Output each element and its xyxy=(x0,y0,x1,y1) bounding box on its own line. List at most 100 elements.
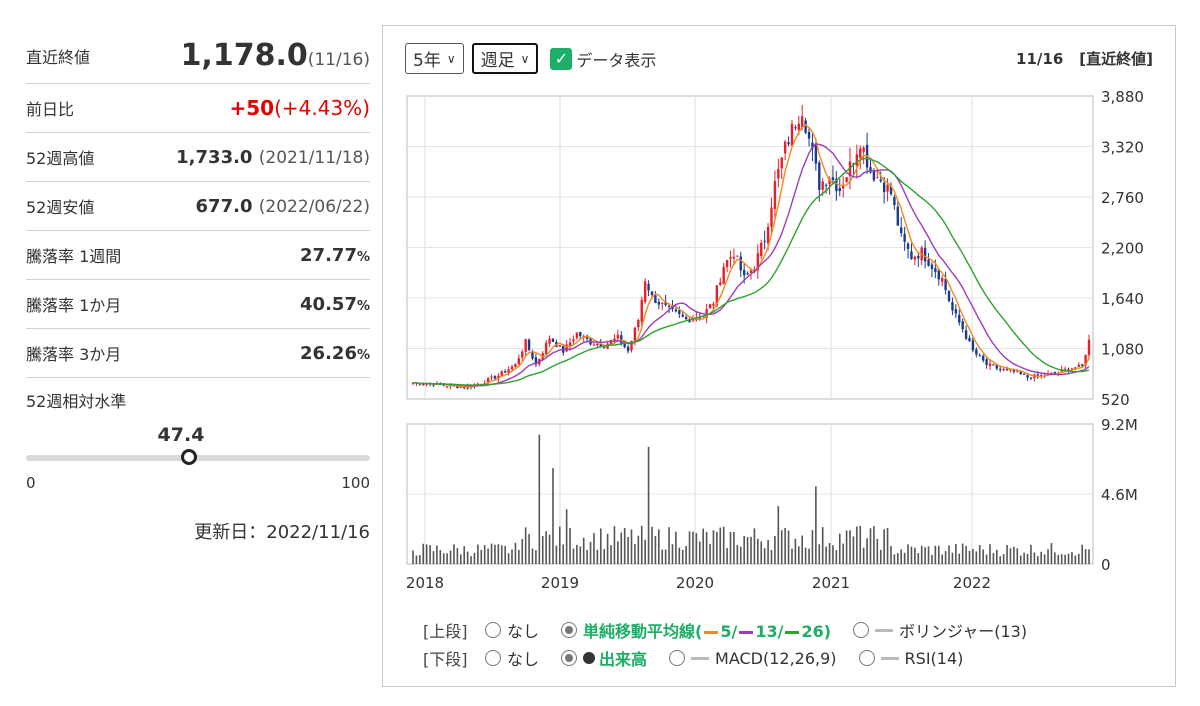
x-tick-label: 2022 xyxy=(953,574,991,592)
volume-bar xyxy=(852,536,855,564)
volume-bar xyxy=(593,533,595,564)
volume-bar xyxy=(470,556,472,564)
candle-body xyxy=(852,163,855,165)
volume-bar xyxy=(873,526,875,564)
volume-bar xyxy=(569,527,571,564)
interval-select[interactable]: 週足 ∨ xyxy=(471,43,539,74)
sma-label: 単純移動平均線( xyxy=(583,622,703,641)
candle-body xyxy=(493,376,497,379)
candle-body xyxy=(958,314,961,323)
candle-body xyxy=(739,256,742,271)
candle-body xyxy=(811,142,814,149)
high52-row: 52週高値 1,733.0 (2021/11/18) xyxy=(26,133,370,182)
volume-bar xyxy=(985,554,988,564)
volume-bar xyxy=(685,546,687,564)
volume-label: 出来高 xyxy=(599,650,648,669)
candle-body xyxy=(971,340,975,351)
volume-bar xyxy=(1067,553,1070,564)
candle-body xyxy=(978,355,981,357)
volume-bar xyxy=(535,550,537,564)
volume-bar xyxy=(1054,552,1056,564)
candle-body xyxy=(937,269,940,280)
candle-body xyxy=(1019,371,1022,375)
candle-body xyxy=(674,309,678,312)
candle-body xyxy=(729,257,732,259)
volume-bar xyxy=(978,545,981,564)
volume-bar xyxy=(903,552,906,564)
volume-bar xyxy=(736,544,739,564)
volume-bar xyxy=(480,549,483,564)
volume-bar xyxy=(446,553,448,564)
candle-body xyxy=(913,256,917,260)
upper-none-option[interactable]: なし xyxy=(485,618,539,642)
volume-bar xyxy=(1060,554,1063,564)
candle-body xyxy=(551,338,555,343)
volume-tick-label: 9.2M xyxy=(1101,416,1138,434)
bollinger-option[interactable]: ボリンジャー(13) xyxy=(853,618,1027,642)
volume-bar xyxy=(883,529,885,564)
volume-bar xyxy=(494,544,496,564)
volume-bar xyxy=(582,537,585,564)
none-label: なし xyxy=(507,650,540,669)
rsi-option[interactable]: RSI(14) xyxy=(858,649,963,668)
candle-body xyxy=(483,383,486,385)
candle-body xyxy=(544,342,548,354)
volume-bar xyxy=(828,543,831,564)
volume-bar xyxy=(862,547,865,564)
volume-bar xyxy=(419,554,421,564)
candle-body xyxy=(807,131,811,139)
volume-bar xyxy=(671,544,674,564)
candle-body xyxy=(565,344,568,352)
volume-bar xyxy=(897,553,899,564)
none-label: なし xyxy=(507,622,540,641)
volume-bar xyxy=(1071,552,1073,564)
sma-option[interactable]: 単純移動平均線(5/13/26) xyxy=(561,618,831,642)
close-value: 1,178.0 xyxy=(180,38,308,73)
candle-body xyxy=(514,363,517,367)
volume-bar xyxy=(774,535,776,564)
volume-bar xyxy=(524,527,527,564)
radio-selected-icon xyxy=(561,650,578,666)
period-select[interactable]: 5年 ∨ xyxy=(405,43,464,74)
candle-body xyxy=(664,301,667,305)
candle-body xyxy=(845,177,848,182)
volume-bar xyxy=(555,545,558,564)
candle-body xyxy=(906,243,910,249)
candle-body xyxy=(900,227,903,234)
candle-body xyxy=(630,341,633,351)
volume-bar xyxy=(876,538,879,564)
x-tick-label: 2019 xyxy=(541,574,579,592)
candle-body xyxy=(927,259,930,266)
candle-body xyxy=(783,141,787,154)
candle-body xyxy=(763,240,766,242)
volume-bar xyxy=(596,549,599,564)
data-toggle-checkbox[interactable]: ✓ データ表示 xyxy=(550,47,656,71)
candle-body xyxy=(490,376,493,378)
lower-options: [下段] なし 出来高 MACD(12,26,9) RSI(14) xyxy=(423,644,1049,672)
volume-bar xyxy=(1019,555,1022,564)
change-value: +50 xyxy=(229,96,275,120)
candle-body xyxy=(975,349,978,355)
volume-bar xyxy=(920,545,923,564)
volume-bar xyxy=(832,545,834,564)
candle-body xyxy=(572,339,575,342)
volume-bar xyxy=(893,554,896,564)
volume-bar xyxy=(719,527,722,564)
candle-body xyxy=(534,357,538,365)
candle-body xyxy=(1077,364,1080,367)
candle-body xyxy=(1022,373,1026,375)
volume-bar xyxy=(835,550,838,564)
volume-tick-label: 0 xyxy=(1101,556,1111,574)
volume-bar xyxy=(777,506,780,564)
volume-option[interactable]: 出来高 xyxy=(561,646,647,670)
macd-option[interactable]: MACD(12,26,9) xyxy=(669,649,837,668)
candle-body xyxy=(886,184,889,192)
volume-bar xyxy=(753,528,756,564)
volume-bar xyxy=(599,528,602,564)
volume-bar xyxy=(1047,549,1049,564)
candle-body xyxy=(790,124,794,146)
lower-none-option[interactable]: なし xyxy=(485,646,539,670)
volume-bar xyxy=(531,548,534,564)
rate1m-value: 40.57 xyxy=(300,293,357,315)
summary-panel: 直近終値 1,178.0(11/16) 前日比 +50(+4.43%) 52週高… xyxy=(26,30,370,544)
